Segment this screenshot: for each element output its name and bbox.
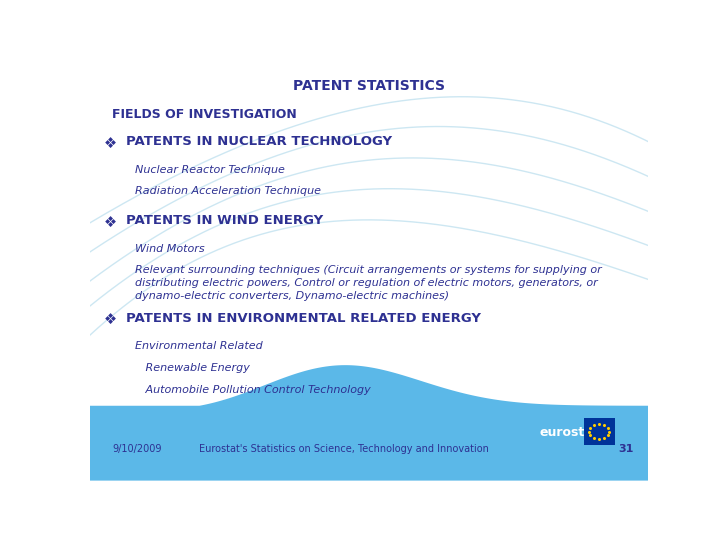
Text: PATENTS IN WIND ENERGY: PATENTS IN WIND ENERGY [126,214,323,227]
Text: 31: 31 [618,444,634,455]
Text: ❖: ❖ [104,136,117,151]
Text: PATENT STATISTICS: PATENT STATISTICS [293,79,445,93]
Text: Relevant surrounding techniques (Circuit arrangements or systems for supplying o: Relevant surrounding techniques (Circuit… [135,265,601,301]
Text: Renewable Energy: Renewable Energy [135,363,250,373]
Text: eurostat: eurostat [539,426,599,439]
Text: Wind Motors: Wind Motors [135,244,204,254]
FancyBboxPatch shape [584,418,615,446]
Text: ❖: ❖ [104,312,117,327]
Text: Automobile Pollution Control Technology: Automobile Pollution Control Technology [135,384,370,395]
Text: Eurostat's Statistics on Science, Technology and Innovation: Eurostat's Statistics on Science, Techno… [199,444,489,455]
Text: Nuclear Reactor Technique: Nuclear Reactor Technique [135,165,284,174]
Text: Environmental Related: Environmental Related [135,341,262,352]
Text: FIELDS OF INVESTIGATION: FIELDS OF INVESTIGATION [112,109,297,122]
Text: Radiation Acceleration Technique: Radiation Acceleration Technique [135,186,320,196]
Text: ❖: ❖ [104,214,117,230]
Polygon shape [90,365,648,481]
Text: PATENTS IN ENVIRONMENTAL RELATED ENERGY: PATENTS IN ENVIRONMENTAL RELATED ENERGY [126,312,481,325]
Text: 9/10/2009: 9/10/2009 [112,444,162,455]
Text: PATENTS IN NUCLEAR TECHNOLOGY: PATENTS IN NUCLEAR TECHNOLOGY [126,136,392,148]
